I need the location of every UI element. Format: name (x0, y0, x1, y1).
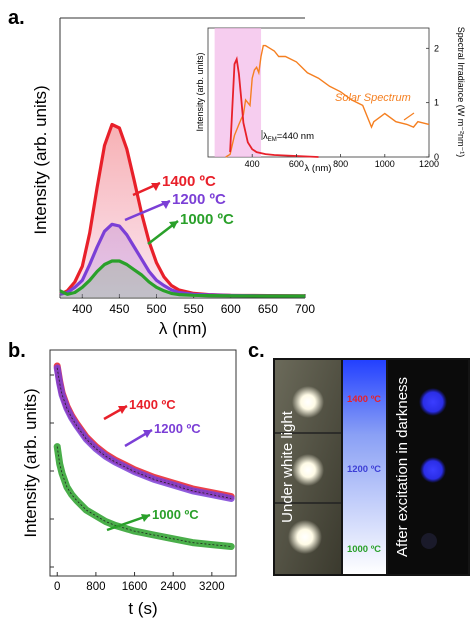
series-line-3 (59, 259, 305, 298)
sample-glow-1400 (292, 386, 324, 418)
temp-label-1200: 1200 ºC (347, 464, 381, 475)
y-axis-label-b: Intensity (arb. units) (21, 388, 40, 537)
inset-series-line-2 (229, 56, 319, 158)
panel-label-a: a. (8, 7, 25, 29)
inset-y2-tick-label: 1 (434, 98, 439, 108)
inset-y-label: Intensity (arb. units) (195, 52, 205, 131)
inset-x-tick-label: 1200 (419, 159, 439, 169)
inset-annotation: λEM=440 nm (263, 131, 314, 143)
legend-b-label-1000: 1000 ºC (152, 507, 199, 522)
after-excitation-label: After excitation in darkness (394, 377, 411, 557)
inset-x-label: λ (nm) (305, 163, 332, 174)
panel-b-chart: 0 800 1600 2400 3200 t (s) Intensity (arb. u… (21, 349, 237, 618)
temp-label-1400: 1400 ºC (347, 394, 381, 405)
temperature-gradient-strip (343, 360, 386, 574)
legend-b-1000: 1000 ºC (106, 507, 199, 532)
temp-label-1000: 1000 ºC (347, 544, 381, 555)
legend-1200: 1200 ºC (124, 191, 226, 222)
x-tick-label-a: 450 (109, 302, 129, 316)
x-axis-label-a: λ (nm) (159, 319, 207, 338)
inset-y2-tick-label: 0 (434, 152, 439, 162)
legend-b-label-1400: 1400 ºC (129, 397, 176, 412)
legend-b-label-1200: 1200 ºC (154, 421, 201, 436)
afterglow-1200 (420, 457, 446, 483)
series-area-2 (60, 224, 305, 297)
legend-b-1200: 1200 ºC (124, 421, 201, 448)
inset-y2-label: Spectral Irradiance (W m⁻²nm⁻¹) (456, 27, 466, 158)
x-tick-label-b: 800 (86, 581, 105, 593)
x-ticks-b: 0 800 1600 2400 3200 (50, 374, 225, 593)
series-area-1 (60, 124, 305, 297)
inset-x-tick-label: 800 (333, 159, 348, 169)
inset-x-tick-label: 600 (289, 159, 304, 169)
inset-series (225, 44, 430, 158)
inset-solar-arrow (403, 112, 415, 121)
x-tick-label-a: 650 (258, 302, 278, 316)
series-b-fit-3 (56, 446, 232, 547)
x-tick-label-a: 600 (221, 302, 241, 316)
inset-x-tick-label: 400 (245, 159, 260, 169)
panel-a-chart: 400 450 500 550 600 650 700 λ (nm) Intensity (… (31, 17, 466, 338)
x-tick-label-a: 400 (72, 302, 92, 316)
legend-b-1400: 1400 ºC (103, 397, 176, 421)
plot-frame-b (49, 349, 237, 577)
x-axis-label-b: t (s) (128, 599, 157, 618)
x-tick-label-a: 700 (295, 302, 315, 316)
x-tick-label-a: 500 (146, 302, 166, 316)
afterglow-1400 (419, 388, 447, 416)
inset-shaded-region (214, 28, 262, 157)
legend-label-1200: 1200 ºC (172, 191, 226, 208)
legend-label-1000: 1000 ºC (180, 211, 234, 228)
panel-label-b: b. (8, 340, 26, 362)
under-white-light-label: Under white light (279, 410, 296, 523)
series-area-3 (60, 261, 305, 297)
x-tick-label-a: 550 (184, 302, 204, 316)
y-axis-label-a: Intensity (arb. units) (31, 85, 50, 234)
afterglow-1000 (421, 533, 437, 549)
x-ticks-a: 400 450 500 550 600 650 700 (72, 294, 315, 316)
x-tick-label-b: 3200 (199, 581, 225, 593)
legend-b-arrowhead-1000 (141, 514, 150, 522)
series-b (53, 362, 235, 550)
inset-series-line-1 (225, 44, 430, 158)
panel-label-c: c. (248, 340, 265, 362)
legend-b-arrowhead-1200 (143, 430, 152, 438)
inset-x-tick-label: 1000 (375, 159, 395, 169)
panel-c-photos: Under white light 1400 ºC 1200 ºC 1000 º… (273, 358, 470, 576)
x-tick-label-b: 1600 (122, 581, 148, 593)
legend-1000: 1000 ºC (147, 211, 234, 245)
legend-label-1400: 1400 ºC (162, 173, 216, 190)
sample-glow-1200 (292, 454, 324, 486)
x-tick-label-b: 0 (54, 581, 60, 593)
legend-1400: 1400 ºC (132, 173, 216, 197)
inset-solar-label: Solar Spectrum (335, 92, 411, 104)
sample-glow-1000 (288, 520, 322, 554)
legend-b-arrowhead-1400 (118, 406, 127, 414)
legend-arrowhead-1000 (169, 221, 178, 229)
x-tick-label-b: 2400 (160, 581, 186, 593)
legend-arrow-1200 (124, 199, 171, 222)
series-a (59, 122, 306, 298)
inset-y2-tick-label: 2 (434, 43, 439, 53)
legend-arrowhead-1200 (161, 201, 170, 209)
legend-arrowhead-1400 (151, 183, 160, 191)
series-b-fit-2 (56, 367, 232, 499)
